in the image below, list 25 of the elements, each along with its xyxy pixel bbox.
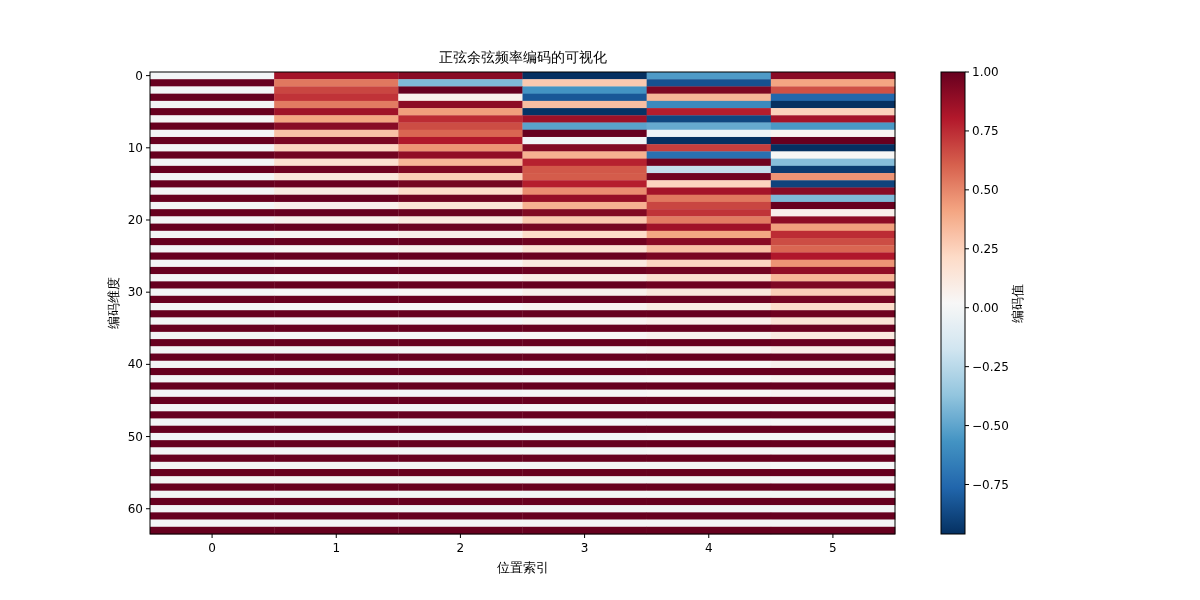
x-tick-label: 0 [208, 541, 216, 555]
x-tick-label: 4 [704, 541, 713, 555]
x-tick-label: 3 [580, 541, 589, 555]
color-bar-label: 0.25 [972, 241, 999, 256]
chart-title: 正弦余弦频率编码的可视化 [438, 49, 607, 65]
color-bar-label: 0.75 [972, 123, 999, 138]
y-tick-label: 50 [127, 429, 143, 444]
color-bar-label: 1.00 [972, 65, 999, 79]
y-tick-label: 10 [127, 140, 143, 155]
y-axis-title: 编码维度 [106, 277, 121, 329]
color-bar-label: −0.50 [972, 418, 1009, 433]
y-tick-label: 60 [127, 501, 143, 516]
color-bar-title: 编码值 [1010, 283, 1025, 323]
color-bar-label: −0.25 [972, 359, 1009, 374]
y-tick-label: 40 [127, 357, 143, 372]
x-tick-label: 5 [829, 541, 837, 555]
color-bar-label: −0.75 [972, 477, 1009, 492]
y-tick-label: 30 [127, 285, 143, 300]
y-tick-label: 20 [127, 212, 143, 227]
x-tick-label: 1 [332, 541, 341, 555]
color-bar-label: 0.50 [972, 182, 999, 197]
x-axis-title: 位置索引 [496, 560, 549, 575]
x-tick-label: 2 [456, 541, 465, 555]
color-bar-label: 0.00 [972, 300, 999, 315]
y-tick-label: 0 [135, 68, 143, 83]
